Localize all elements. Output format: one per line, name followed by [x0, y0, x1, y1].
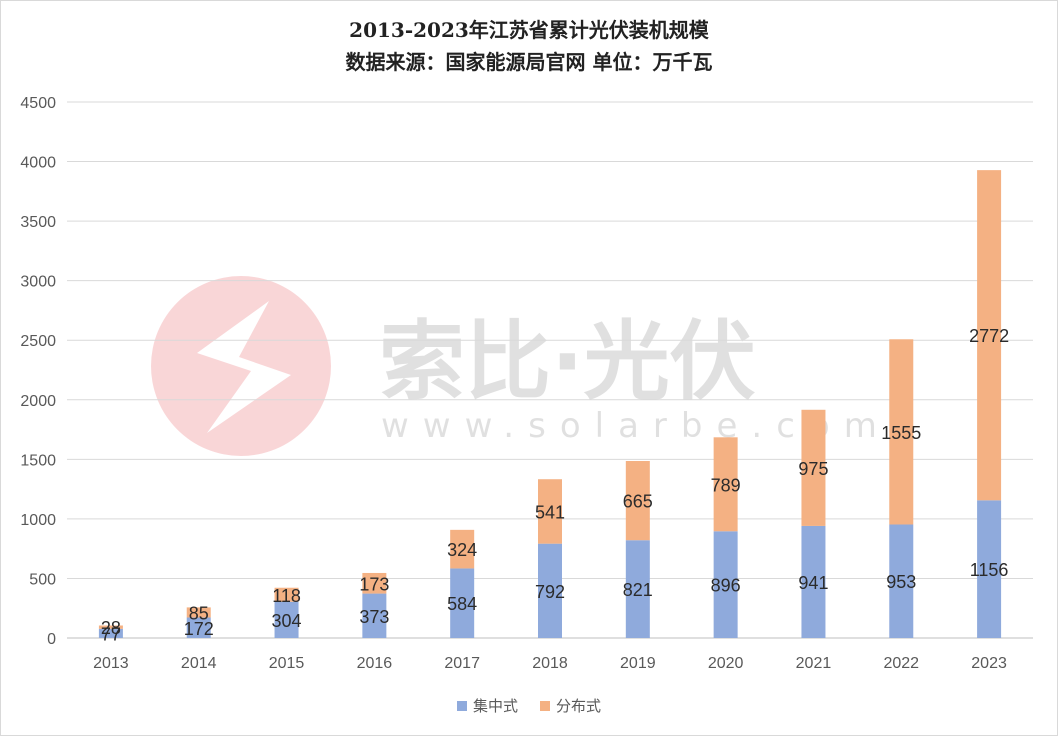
data-label-centralized: 373 [359, 607, 389, 627]
y-axis: 0 500 1000 1500 2000 2500 3000 3500 4000 4500 [20, 95, 56, 648]
bar-distributed [713, 437, 738, 532]
x-tick-label: 2016 [357, 655, 393, 672]
data-label-centralized: 584 [447, 594, 477, 614]
data-label-centralized: 304 [272, 611, 302, 631]
data-label-centralized: 953 [886, 572, 916, 592]
x-tick-label: 2018 [532, 655, 568, 672]
legend-item-centralized[interactable]: 集中式 [456, 695, 518, 716]
data-label-distributed: 173 [359, 574, 389, 594]
y-tick-label: 2000 [20, 393, 56, 410]
data-label-centralized: 1156 [970, 560, 1009, 580]
watermark-url: www.solarbe.com [381, 406, 891, 446]
y-tick-label: 0 [47, 631, 56, 648]
data-label-distributed: 2772 [969, 326, 1009, 346]
y-tick-label: 4500 [20, 95, 56, 112]
legend-swatch-centralized [456, 700, 467, 711]
bars [98, 170, 1002, 638]
y-tick-label: 500 [29, 571, 56, 588]
data-label-centralized: 77 [101, 624, 121, 644]
bar-distributed [186, 607, 211, 618]
y-tick-label: 2500 [20, 333, 56, 350]
chart-subtitle: 数据来源：国家能源局官网 单位：万千瓦 [345, 50, 713, 74]
legend-item-distributed[interactable]: 分布式 [540, 695, 601, 716]
x-tick-label: 2023 [971, 655, 1007, 672]
data-label-centralized: 896 [711, 576, 741, 596]
bar-distributed [274, 587, 299, 602]
data-label-distributed: 789 [711, 475, 741, 495]
data-label-distributed: 118 [272, 586, 301, 606]
data-label-centralized: 941 [798, 573, 828, 593]
bar-centralized [625, 540, 650, 638]
data-label-distributed: 541 [535, 502, 565, 522]
y-tick-label: 1000 [20, 512, 56, 529]
legend: 集中式 分布式 [1, 695, 1057, 716]
bar-distributed [538, 479, 562, 544]
bar-centralized [98, 628, 123, 638]
bar-distributed [977, 170, 1002, 501]
data-label-distributed: 28 [101, 618, 121, 638]
bar-distributed [98, 625, 123, 629]
x-tick-label: 2022 [883, 655, 919, 672]
data-label-centralized: 821 [623, 580, 653, 600]
bar-distributed [450, 529, 475, 569]
bar-distributed [801, 409, 826, 526]
data-label-distributed: 324 [447, 540, 477, 560]
legend-swatch-distributed [540, 700, 550, 711]
y-tick-label: 3500 [20, 214, 56, 231]
legend-label-distributed: 分布式 [556, 697, 602, 715]
x-tick-label: 2013 [93, 655, 129, 672]
x-axis: 2013 2014 2015 2016 2017 2018 2019 2020 2021 2022… [93, 655, 1007, 672]
bar-centralized [362, 593, 387, 638]
watermark-logo-circle [151, 276, 331, 456]
bar-centralized [713, 531, 738, 638]
watermark: 索比·光伏 www.solarbe.com [151, 276, 891, 456]
bar-centralized [538, 543, 562, 638]
watermark-brand: 索比·光伏 [379, 312, 756, 412]
chart-title: 2013-2023年江苏省累计光伏装机规模 [349, 18, 709, 42]
bar-distributed [625, 461, 650, 541]
legend-label-centralized: 集中式 [472, 697, 518, 715]
data-label-distributed: 665 [623, 492, 653, 512]
bar-distributed [889, 339, 914, 525]
bar-centralized [977, 500, 1002, 638]
x-tick-label: 2021 [796, 655, 832, 672]
y-tick-label: 3000 [20, 274, 56, 291]
y-tick-label: 4000 [20, 155, 56, 172]
watermark-logo-bolt-icon [197, 301, 291, 433]
x-tick-label: 2019 [620, 655, 656, 672]
bar-centralized [186, 617, 211, 638]
bar-centralized [450, 568, 475, 638]
bar-distributed [362, 572, 387, 594]
data-label-distributed: 85 [189, 603, 209, 623]
x-tick-label: 2015 [269, 655, 305, 672]
x-tick-label: 2017 [444, 655, 480, 672]
data-label-distributed: 975 [798, 459, 828, 479]
bar-centralized [274, 601, 299, 638]
bar-centralized [889, 524, 914, 638]
bar-centralized [801, 525, 826, 638]
x-tick-label: 2020 [708, 655, 744, 672]
y-tick-label: 1500 [20, 452, 56, 469]
data-label-centralized: 172 [184, 619, 214, 639]
x-tick-label: 2014 [181, 655, 217, 672]
data-label-distributed: 1555 [881, 423, 921, 443]
data-label-centralized: 792 [535, 582, 565, 602]
